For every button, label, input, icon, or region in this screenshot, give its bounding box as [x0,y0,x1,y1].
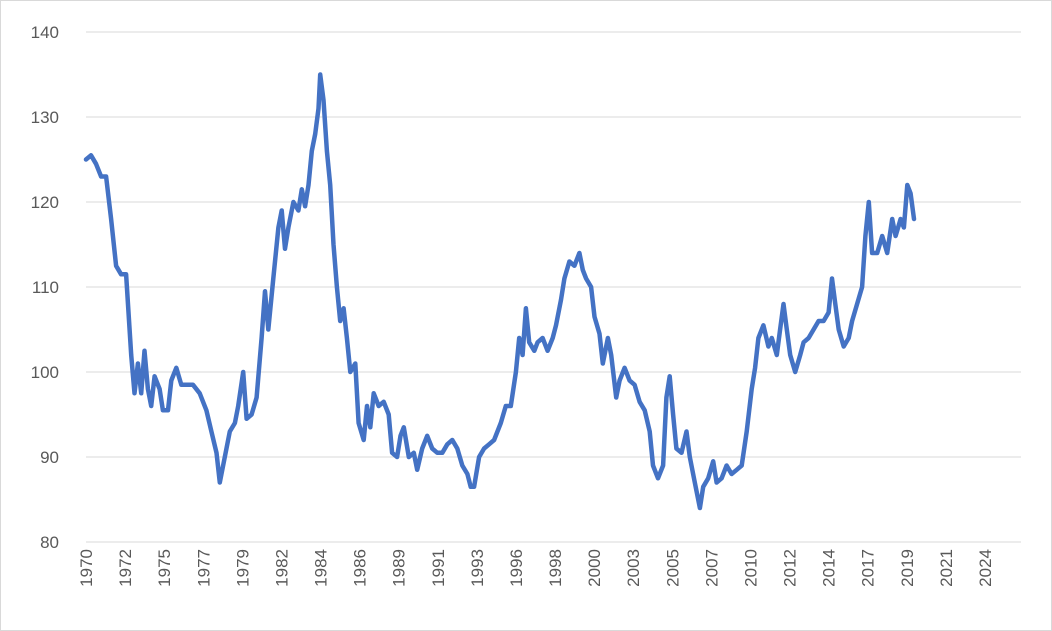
x-tick-label: 2019 [898,549,917,587]
x-axis-tick-labels: 1970 1972 1975 1977 1979 1982 1984 1986 1989 1991… [77,549,995,587]
y-tick-label: 140 [31,23,59,42]
x-tick-label: 1979 [233,549,252,587]
y-tick-label: 80 [40,533,59,552]
x-tick-label: 1998 [546,549,565,587]
x-tick-label: 1977 [194,549,213,587]
x-tick-label: 1982 [272,549,291,587]
x-tick-label: 2021 [937,549,956,587]
x-tick-label: 1996 [507,549,526,587]
x-tick-label: 1991 [429,549,448,587]
series-line-0 [83,72,917,511]
x-tick-label: 2007 [702,549,721,587]
x-tick-label: 2000 [585,549,604,587]
x-tick-label: 1970 [77,549,96,587]
x-tick-label: 2003 [624,549,643,587]
x-tick-label: 1975 [155,549,174,587]
x-tick-label: 2014 [820,549,839,587]
y-tick-label: 120 [31,193,59,212]
x-tick-label: 2010 [741,549,760,587]
x-tick-label: 2005 [663,549,682,587]
x-tick-label: 2017 [859,549,878,587]
x-tick-label: 1984 [312,549,331,587]
x-tick-label: 1986 [351,549,370,587]
x-tick-label: 1993 [468,549,487,587]
y-axis-tick-labels: 80 90 100 110 120 130 140 [31,23,59,552]
x-tick-label: 2024 [976,549,995,587]
y-tick-label: 90 [40,448,59,467]
x-tick-label: 1989 [390,549,409,587]
series-layer [83,72,917,511]
x-tick-label: 1972 [116,549,135,587]
y-tick-label: 110 [32,278,59,297]
y-tick-label: 100 [31,363,59,382]
x-tick-label: 2012 [781,549,800,587]
gridlines [86,31,1021,543]
y-tick-label: 130 [31,108,59,127]
